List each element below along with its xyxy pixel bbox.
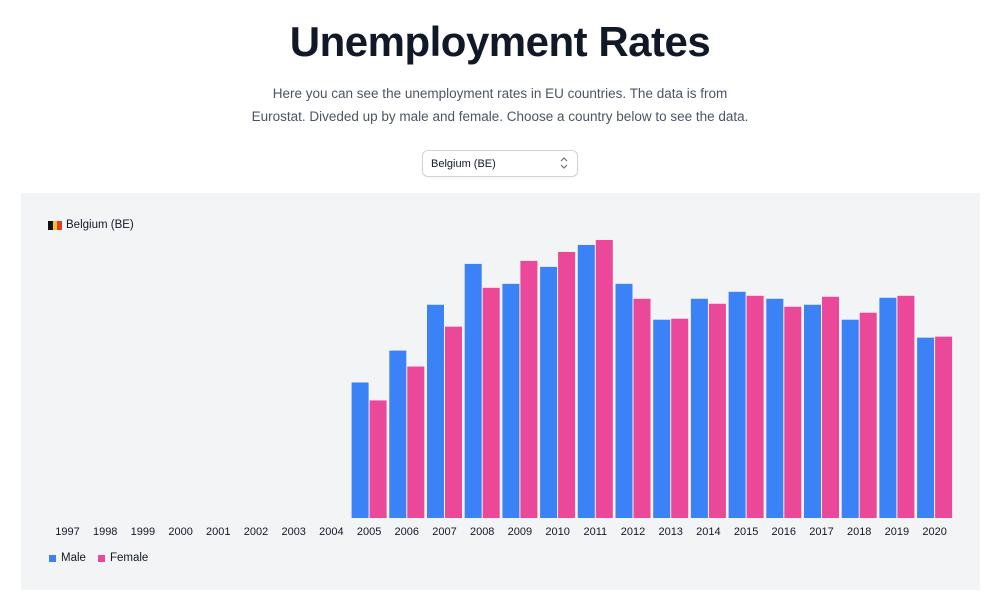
x-tick-label: 2007 (432, 526, 456, 538)
x-tick-label: 2008 (470, 526, 494, 538)
x-tick-label: 2016 (772, 526, 796, 538)
bar-male[interactable] (577, 244, 595, 518)
x-tick-label: 2011 (583, 526, 607, 538)
bar-male[interactable] (351, 382, 369, 518)
legend-label-male: Male (61, 552, 86, 564)
page-description: Here you can see the unemployment rates … (240, 82, 760, 128)
male-swatch (49, 554, 56, 562)
chevron-up-down-icon (560, 157, 568, 169)
bar-male[interactable] (728, 291, 746, 518)
x-tick-label: 2012 (621, 526, 645, 538)
bar-male[interactable] (917, 337, 935, 518)
country-legend-label: Belgium (BE) (66, 219, 134, 231)
bar-male[interactable] (389, 350, 407, 518)
x-tick-label: 2019 (885, 526, 909, 538)
bar-male[interactable] (879, 297, 897, 518)
bar-female[interactable] (407, 366, 425, 518)
bar-female[interactable] (822, 296, 839, 518)
bar-male[interactable] (502, 283, 520, 518)
bar-male[interactable] (427, 304, 444, 518)
x-tick-label: 1998 (93, 526, 117, 538)
x-tick-label: 2004 (319, 526, 343, 538)
bar-female[interactable] (633, 298, 651, 518)
description-line-2: Eurostat. Diveded up by male and female.… (251, 109, 749, 124)
bar-male[interactable] (615, 283, 633, 518)
x-tick-label: 2018 (847, 526, 871, 538)
bar-male[interactable] (540, 266, 558, 518)
x-tick-label: 2002 (244, 526, 268, 538)
x-tick-label: 2017 (809, 526, 833, 538)
x-tick-label: 2001 (206, 526, 230, 538)
x-tick-label: 2010 (545, 526, 569, 538)
legend-item-female[interactable]: Female (97, 552, 149, 564)
legend-item-male[interactable]: Male (49, 552, 86, 564)
x-tick-label: 2000 (168, 526, 192, 538)
legend-label-female: Female (109, 552, 149, 564)
country-select[interactable]: Belgium (BE) (422, 150, 578, 177)
bar-female[interactable] (482, 287, 500, 518)
bar-male[interactable] (690, 298, 708, 518)
bar-female[interactable] (746, 295, 764, 518)
country-legend: Belgium (BE) (48, 219, 134, 231)
series-legend: Male Female (49, 552, 160, 564)
page-title: Unemployment Rates (289, 18, 711, 65)
bar-female[interactable] (369, 400, 387, 518)
x-tick-label: 2006 (395, 526, 419, 538)
bar-male[interactable] (653, 319, 671, 518)
bar-female[interactable] (445, 326, 462, 518)
bar-female[interactable] (935, 336, 953, 518)
description-line-1: Here you can see the unemployment rates … (272, 86, 728, 101)
x-tick-label: 1997 (55, 526, 79, 538)
bar-female[interactable] (595, 240, 613, 518)
belgium-flag-icon (48, 220, 63, 230)
x-tick-label: 2005 (357, 526, 381, 538)
x-tick-label: 2013 (658, 526, 682, 538)
female-swatch (97, 554, 105, 562)
bar-female[interactable] (859, 312, 877, 518)
bar-male[interactable] (841, 319, 859, 518)
x-tick-label: 2009 (508, 526, 532, 538)
bar-female[interactable] (520, 260, 538, 518)
x-tick-label: 1999 (131, 526, 155, 538)
bar-female[interactable] (671, 318, 689, 518)
bar-female[interactable] (784, 306, 802, 518)
bar-female[interactable] (558, 251, 576, 519)
x-tick-label: 2015 (734, 526, 758, 538)
bar-male[interactable] (464, 263, 482, 518)
x-tick-label: 2020 (922, 526, 946, 538)
x-tick-label: 2014 (696, 526, 720, 538)
bar-male[interactable] (804, 304, 821, 518)
bar-female[interactable] (708, 303, 726, 518)
bar-male[interactable] (766, 298, 784, 518)
x-tick-label: 2003 (281, 526, 305, 538)
country-select-value: Belgium (BE) (431, 157, 496, 170)
bar-female[interactable] (897, 295, 915, 518)
